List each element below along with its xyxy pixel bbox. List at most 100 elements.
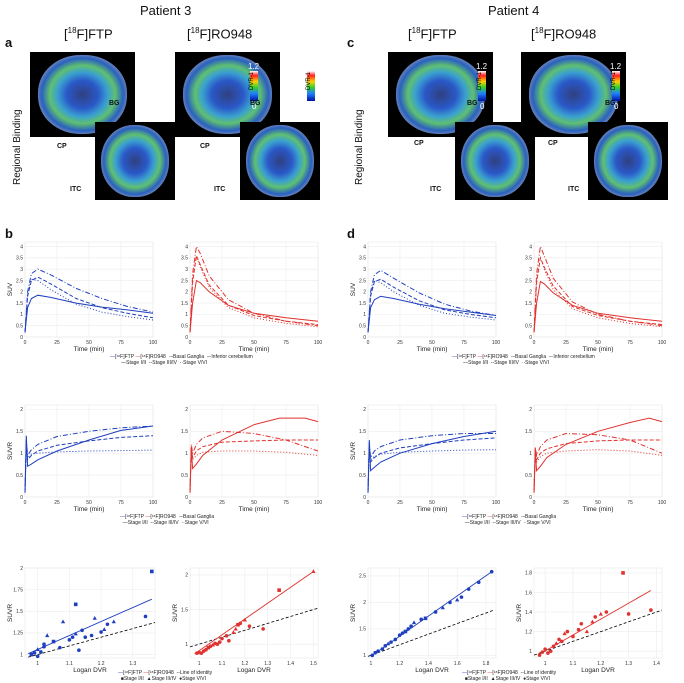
series-line-stage-v-vi — [24, 278, 154, 333]
x-tick-label: 1.6 — [454, 661, 461, 667]
scatter-point-stage-v-vi — [406, 627, 411, 631]
series-line-stage-v-vi — [533, 449, 663, 493]
x-tick-label: 50 — [86, 340, 92, 346]
roi-label-cp: CP — [57, 143, 67, 150]
scatter-point-stage-v-vi — [70, 635, 75, 640]
series-line-stage-i-ii — [367, 295, 497, 333]
y-tick-label: 3.5 — [525, 256, 532, 262]
series-line-stage-v-vi — [189, 254, 319, 333]
scatter-point-stage-i-ii — [51, 639, 56, 644]
x-tick-label: 1.4 — [653, 661, 660, 667]
x-tick-label: 75 — [627, 500, 633, 506]
scatter-point-stage-v-vi — [649, 608, 653, 612]
y-tick-label: 1.4 — [525, 610, 532, 616]
scatter-point-stage-v-vi — [448, 600, 452, 605]
y-tick-label: 1.5 — [181, 301, 188, 307]
scatter-point-stage-v-vi — [540, 650, 545, 654]
tracer-ro-p3: [18F]RO948 — [187, 26, 253, 42]
y-tick-label: 1 — [185, 451, 188, 457]
scatter-point-stage-i-ii — [277, 588, 281, 592]
y-tick-label: 3.5 — [181, 256, 188, 262]
y-tick-label: 2 — [363, 407, 366, 413]
scatter-point-stage-iii-iv — [584, 629, 589, 634]
x-tick-label: 75 — [118, 340, 124, 346]
scatter-point-stage-v-vi — [537, 653, 542, 657]
colorbar-max: 1.2 — [248, 62, 260, 71]
scatter-point-stage-iii-iv — [455, 597, 460, 602]
scatter-point-stage-v-vi — [238, 621, 243, 626]
y-tick-label: 4 — [20, 244, 23, 250]
y-tick-label: 0 — [185, 495, 188, 501]
x-tick-label: 100 — [314, 340, 323, 346]
x-tick-label: 25 — [563, 500, 569, 506]
x-tick-label: 1.2 — [597, 661, 604, 667]
scatter-point-stage-v-vi — [389, 640, 393, 644]
scatter-point-stage-iii-iv — [73, 631, 78, 636]
colorbar-max: 1.2 — [305, 62, 317, 71]
scatter-point-stage-v-vi — [77, 648, 81, 653]
x-tick-label: 0 — [189, 340, 192, 346]
tracer-ftp-p3: [18F]FTP — [64, 26, 113, 42]
scatter-point-stage-iii-iv — [60, 619, 66, 624]
x-tick-label: 25 — [563, 340, 569, 346]
legend-suv-p3: —[¹⁸F]FTP —[¹⁸F]RO948 ·–Basal Ganglia –·… — [110, 354, 253, 366]
x-tick-label: 100 — [658, 500, 667, 506]
scatter-point-stage-v-vi — [224, 634, 229, 638]
regression-line — [539, 590, 652, 655]
y-tick-label: 3 — [185, 267, 188, 273]
scatter-point-stage-v-vi — [67, 638, 72, 642]
scatter-point-stage-iii-iv — [562, 631, 567, 636]
y-tick-label: 1.6 — [525, 590, 532, 596]
x-tick-label: 0 — [24, 500, 27, 506]
x-axis-label: Time (min) — [74, 506, 105, 513]
x-tick-label: 100 — [149, 500, 158, 506]
colorbar-min: 0 — [614, 102, 619, 111]
y-tick-label: 2 — [20, 407, 23, 413]
x-axis-label: Time (min) — [239, 506, 270, 513]
scatter-point-stage-i-ii — [621, 571, 625, 575]
x-tick-label: 0 — [533, 500, 536, 506]
x-tick-label: 1.5 — [310, 661, 317, 667]
series-line-stage-i-ii — [189, 417, 319, 493]
y-tick-label: 1.5 — [16, 609, 23, 615]
y-tick-label: 0 — [20, 335, 23, 341]
scatter-point-stage-v-vi — [105, 622, 110, 627]
scatter-point-stage-v-vi — [261, 627, 265, 631]
y-tick-label: 3 — [363, 267, 366, 273]
scatter-point-stage-iii-iv — [590, 619, 595, 624]
scatter-point-stage-v-vi — [560, 639, 564, 644]
scatter-point-stage-v-vi — [373, 650, 377, 655]
scatter-point-stage-v-vi — [433, 610, 438, 614]
y-tick-label: 1 — [363, 451, 366, 457]
scatter-point-stage-v-vi — [39, 650, 43, 654]
scatter-point-stage-iii-iv — [554, 641, 559, 645]
scatter-point-stage-i-ii — [29, 652, 34, 657]
pet-brain-image-p4-ro-top — [521, 52, 626, 137]
scatter-point-stage-v-vi — [626, 612, 631, 616]
scatter-point-stage-iii-iv — [233, 626, 238, 631]
scatter-point-stage-iii-iv — [111, 619, 116, 624]
y-tick-label: 3 — [529, 267, 532, 273]
scatter-point-stage-v-vi — [35, 654, 40, 659]
x-tick-label: 50 — [251, 500, 257, 506]
pet-brain-image-p3-ro-bottom — [240, 122, 320, 200]
x-tick-label: 75 — [461, 500, 467, 506]
scatter-point-stage-v-vi — [543, 647, 547, 651]
scatter-point-stage-iii-iv — [92, 615, 97, 620]
patient-3-title: Patient 3 — [140, 3, 192, 18]
series-line-stage-iii-iv — [367, 278, 497, 333]
x-tick-label: 1 — [544, 661, 547, 667]
x-tick-label: 1.2 — [241, 661, 248, 667]
x-tick-label: 75 — [461, 340, 467, 346]
legend-suvr-p3: —[¹⁸F]FTP —[¹⁸F]RO948 ·–Basal Ganglia —S… — [120, 514, 215, 526]
x-tick-label: 1.1 — [66, 661, 73, 667]
series-line-stage-v-vi — [189, 450, 319, 493]
y-tick-label: 1.75 — [13, 587, 23, 593]
scatter-point-stage-v-vi — [571, 634, 575, 639]
scatter-point-stage-v-vi — [466, 587, 471, 591]
y-tick-label: 1 — [529, 451, 532, 457]
roi-label-cp: CP — [200, 143, 210, 150]
colorbar — [612, 71, 620, 101]
y-tick-label: 2 — [529, 407, 532, 413]
